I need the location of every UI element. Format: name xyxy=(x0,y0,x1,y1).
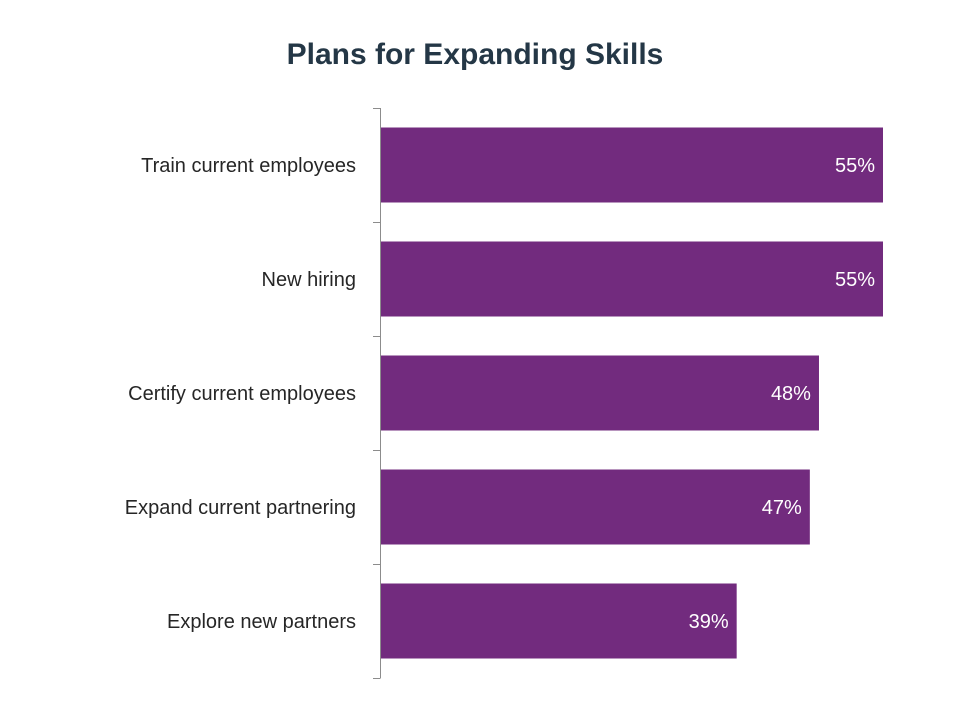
labels-layer: Train current employees 55% New hiring 55% C… xyxy=(125,155,875,633)
value-label: 55% xyxy=(835,269,875,291)
axis-layer xyxy=(373,108,381,679)
bar xyxy=(381,127,883,203)
value-label: 48% xyxy=(771,383,811,405)
bars-layer xyxy=(381,127,883,659)
bar xyxy=(381,241,883,317)
category-label: Explore new partners xyxy=(167,611,356,633)
category-label: Train current employees xyxy=(141,155,356,177)
value-label: 39% xyxy=(689,611,729,633)
category-label: New hiring xyxy=(262,269,356,291)
category-label: Expand current partnering xyxy=(125,497,356,519)
value-label: 47% xyxy=(762,497,802,519)
value-label: 55% xyxy=(835,155,875,177)
category-label: Certify current employees xyxy=(128,383,356,405)
bar xyxy=(381,355,819,431)
bar xyxy=(381,469,810,545)
bar xyxy=(381,583,737,659)
chart-title: Plans for Expanding Skills xyxy=(286,38,664,71)
